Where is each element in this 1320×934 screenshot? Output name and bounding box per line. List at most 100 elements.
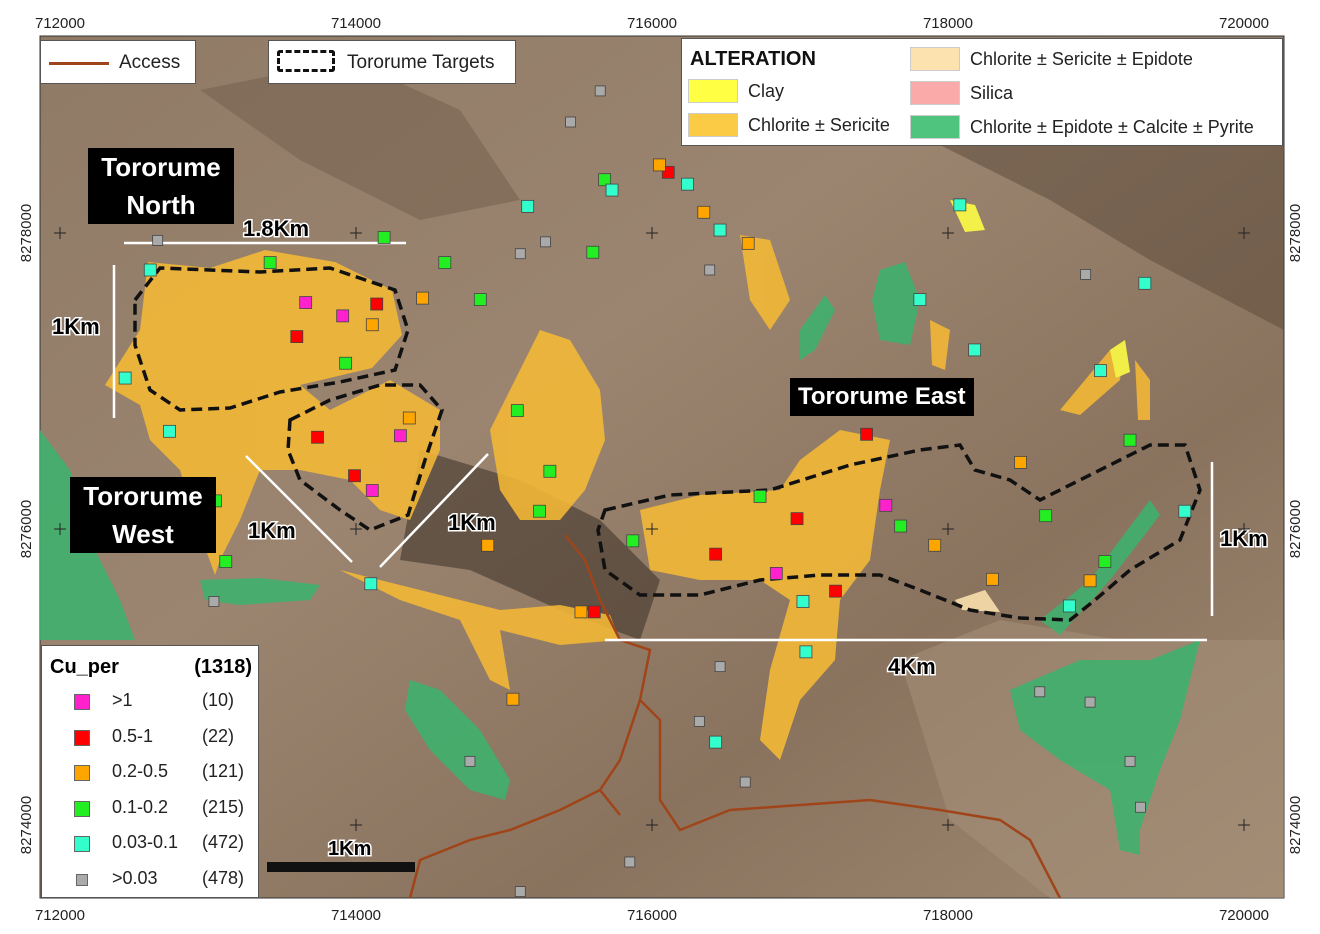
cu-sample-point xyxy=(1034,686,1046,698)
cu-sample-point xyxy=(1098,555,1112,568)
label-line: Tororume xyxy=(83,481,203,511)
alteration-chlorite-sericite xyxy=(340,570,620,690)
distance-lines xyxy=(112,241,1214,642)
cu-sample-point xyxy=(438,256,452,270)
cu-sample-point xyxy=(1080,269,1092,280)
alteration-chlorite-epidote-calcite-pyrite xyxy=(405,680,510,800)
grid-cross-mark xyxy=(942,227,954,239)
cu-sample-point xyxy=(339,356,353,370)
item-label: Chlorite ± Sericite xyxy=(748,114,890,135)
grid-cross-mark xyxy=(54,227,66,239)
cu-class-range: 0.1-0.2 xyxy=(112,796,169,817)
cu-sample-point xyxy=(741,236,755,250)
northing-tick-right: 8276000 xyxy=(1287,500,1304,558)
cu-sample-point xyxy=(594,85,606,97)
grid-cross-mark xyxy=(1238,819,1250,831)
alteration-chlorite-epidote-calcite-pyrite xyxy=(872,262,920,345)
cu-sample-point xyxy=(1014,455,1027,469)
cu-class-swatch xyxy=(74,836,90,852)
item-label: Chlorite ± Epidote ± Calcite ± Pyrite xyxy=(970,116,1254,137)
cu-class-swatch xyxy=(76,873,88,886)
label-tororume-west: Tororume West xyxy=(70,477,216,553)
target-north xyxy=(133,266,410,412)
easting-tick-bottom: 714000 xyxy=(331,907,381,924)
cu-legend-item: 0.03-0.1 (472) xyxy=(42,832,272,856)
cu-legend: Cu_per (1318) >1 (10) 0.5-1 (22) 0.2-0.5… xyxy=(41,645,259,898)
target-outline-swatch xyxy=(277,50,335,72)
cu-sample-point xyxy=(118,371,132,385)
easting-tick-top: 712000 xyxy=(35,15,85,32)
access-legend: Access xyxy=(40,40,196,84)
grid-cross-mark xyxy=(942,819,954,831)
cu-sample-point xyxy=(624,856,636,868)
swatch xyxy=(910,81,960,105)
cu-sample-point xyxy=(506,692,520,706)
cu-sample-point xyxy=(510,404,524,418)
northing-tick-left: 8274000 xyxy=(18,796,35,854)
easting-tick-bottom: 720000 xyxy=(1219,907,1269,924)
cu-sample-point xyxy=(796,595,810,608)
alteration-legend-title: ALTERATION xyxy=(690,48,816,70)
cu-class-swatch xyxy=(74,800,90,817)
cu-sample-point xyxy=(681,177,694,191)
cu-sample-point xyxy=(393,429,407,443)
alteration-item-chlorite-epidote-calcite-pyrite: Chlorite ± Epidote ± Calcite ± Pyrite xyxy=(910,115,1254,139)
grid-cross-mark xyxy=(350,227,362,239)
swatch xyxy=(688,113,738,137)
easting-tick-top: 718000 xyxy=(923,15,973,32)
cu-samples xyxy=(118,85,1192,897)
cu-class-range: >1 xyxy=(112,690,133,710)
cu-legend-title: Cu_per xyxy=(50,656,119,678)
cu-sample-point xyxy=(416,291,430,305)
label-line: North xyxy=(126,190,196,220)
alteration-chlorite-sericite-epidote xyxy=(955,590,1000,612)
cu-sample-point xyxy=(697,205,711,219)
cu-sample-point xyxy=(364,577,378,591)
cu-sample-point xyxy=(464,755,476,767)
cu-sample-point xyxy=(968,343,982,357)
cu-class-swatch xyxy=(74,765,90,781)
alteration-legend: ALTERATION Clay Chlorite ± Sericite Chlo… xyxy=(681,38,1283,146)
cu-sample-point xyxy=(704,264,716,276)
cu-sample-point xyxy=(219,555,233,568)
cu-sample-point xyxy=(587,605,601,619)
grid-cross-mark xyxy=(1238,227,1250,239)
cu-sample-point xyxy=(739,776,751,788)
alteration-item-silica: Silica xyxy=(910,81,1013,105)
swatch xyxy=(688,79,738,103)
cu-sample-point xyxy=(543,464,557,478)
cu-sample-point xyxy=(481,538,495,552)
easting-tick-top: 720000 xyxy=(1219,15,1269,32)
cu-sample-point xyxy=(1123,433,1137,447)
alteration-item-chlorite-sericite: Chlorite ± Sericite xyxy=(688,113,890,137)
scale-bar-label: 1Km xyxy=(328,838,371,860)
targets-legend-label: Tororume Targets xyxy=(347,52,495,73)
cu-sample-point xyxy=(586,245,600,259)
access-line-swatch xyxy=(49,62,109,65)
cu-sample-point xyxy=(514,886,526,897)
alteration-chlorite-sericite xyxy=(1135,360,1150,420)
item-label: Clay xyxy=(748,80,785,101)
cu-sample-point xyxy=(913,293,927,307)
cu-sample-point xyxy=(377,231,391,244)
cu-sample-point xyxy=(598,173,612,187)
cu-sample-point xyxy=(533,504,546,518)
cu-legend-item: 0.2-0.5 (121) xyxy=(42,761,272,785)
cu-sample-point xyxy=(986,572,999,586)
cu-class-range: 0.2-0.5 xyxy=(112,761,169,781)
alteration-chlorite-sericite xyxy=(1060,340,1125,415)
cu-sample-point xyxy=(574,605,588,619)
cu-sample-point xyxy=(336,309,350,323)
cu-class-count: (22) xyxy=(202,725,235,746)
cu-sample-point xyxy=(1062,599,1076,613)
alteration-chlorite-epidote-calcite-pyrite xyxy=(800,295,835,360)
cu-sample-point xyxy=(365,318,379,332)
cu-sample-point xyxy=(1178,504,1192,518)
cu-sample-point xyxy=(709,547,723,561)
cu-legend-item: 0.1-0.2 (215) xyxy=(42,797,272,821)
cu-sample-point xyxy=(709,735,723,749)
cu-sample-point xyxy=(799,645,813,659)
cu-class-range: 0.03-0.1 xyxy=(112,832,179,852)
cu-class-count: (472) xyxy=(202,832,245,852)
cu-sample-point xyxy=(753,490,767,503)
